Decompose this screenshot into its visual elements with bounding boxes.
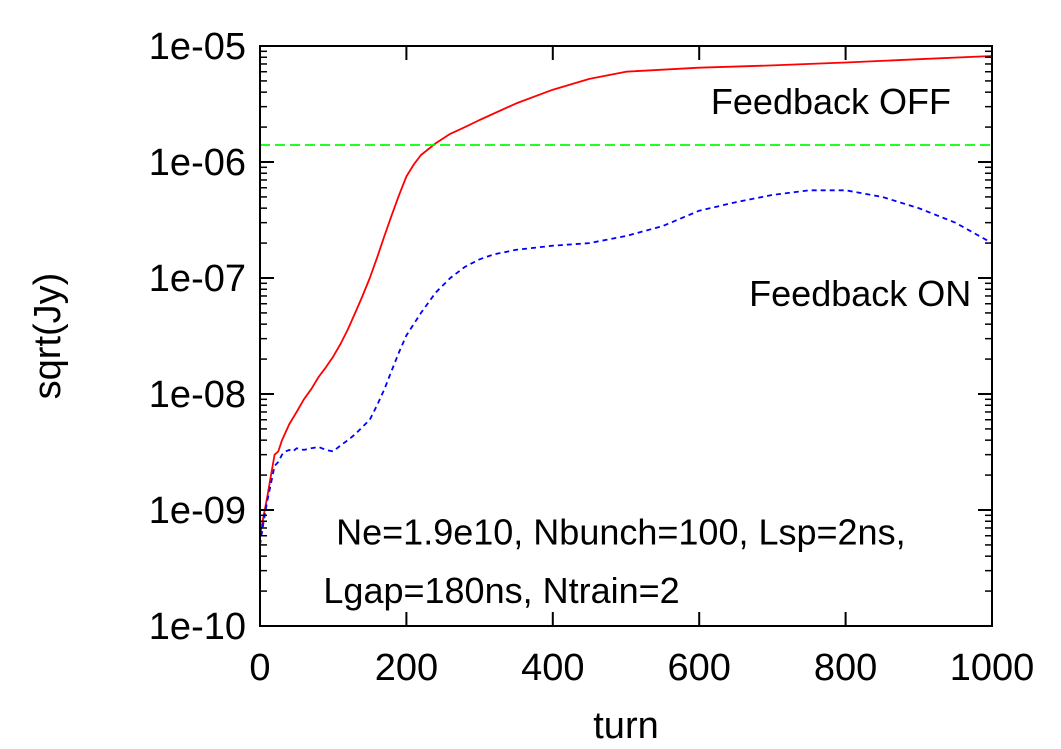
plot-frame — [259, 45, 993, 627]
x-tick-label: 200 — [375, 647, 438, 689]
x-tick-label: 400 — [521, 647, 584, 689]
y-tick-label: 1e-08 — [149, 374, 246, 416]
annotation-text: Feedback OFF — [711, 81, 951, 122]
annotation-text: Lgap=180ns, Ntrain=2 — [323, 570, 679, 611]
x-tick-label: 600 — [667, 647, 730, 689]
annotation-layer: Feedback OFF Feedback ON Ne=1.9e10, Nbunch… — [323, 81, 971, 611]
annotation-text: Ne=1.9e10, Nbunch=100, Lsp=2ns, — [336, 511, 905, 552]
labels-layer: 1e-10 1e-09 1e-08 1e-07 1e-06 1e-05 0 200 400 600… — [149, 26, 1034, 689]
x-tick-label: 800 — [814, 647, 877, 689]
y-tick-label: 1e-05 — [149, 26, 246, 68]
y-tick-label: 1e-07 — [149, 258, 246, 300]
x-tick-label: 0 — [249, 647, 270, 689]
y-tick-label: 1e-06 — [149, 142, 246, 184]
y-tick-label: 1e-09 — [149, 490, 246, 532]
series-line-feedback-off — [259, 55, 993, 536]
ticks-layer — [259, 45, 993, 627]
x-axis-title: turn — [593, 705, 658, 747]
x-tick-label: 1000 — [950, 647, 1035, 689]
series-line-feedback-on — [259, 189, 993, 546]
y-axis-title: sqrt(Jy) — [27, 273, 69, 400]
annotation-text: Feedback ON — [749, 273, 971, 314]
y-tick-label: 1e-10 — [149, 606, 246, 648]
series-layer — [259, 55, 993, 546]
